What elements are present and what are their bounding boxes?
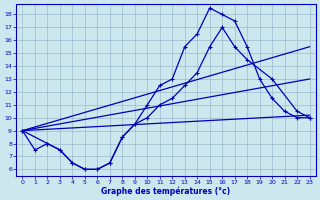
X-axis label: Graphe des températures (°c): Graphe des températures (°c) (101, 186, 231, 196)
